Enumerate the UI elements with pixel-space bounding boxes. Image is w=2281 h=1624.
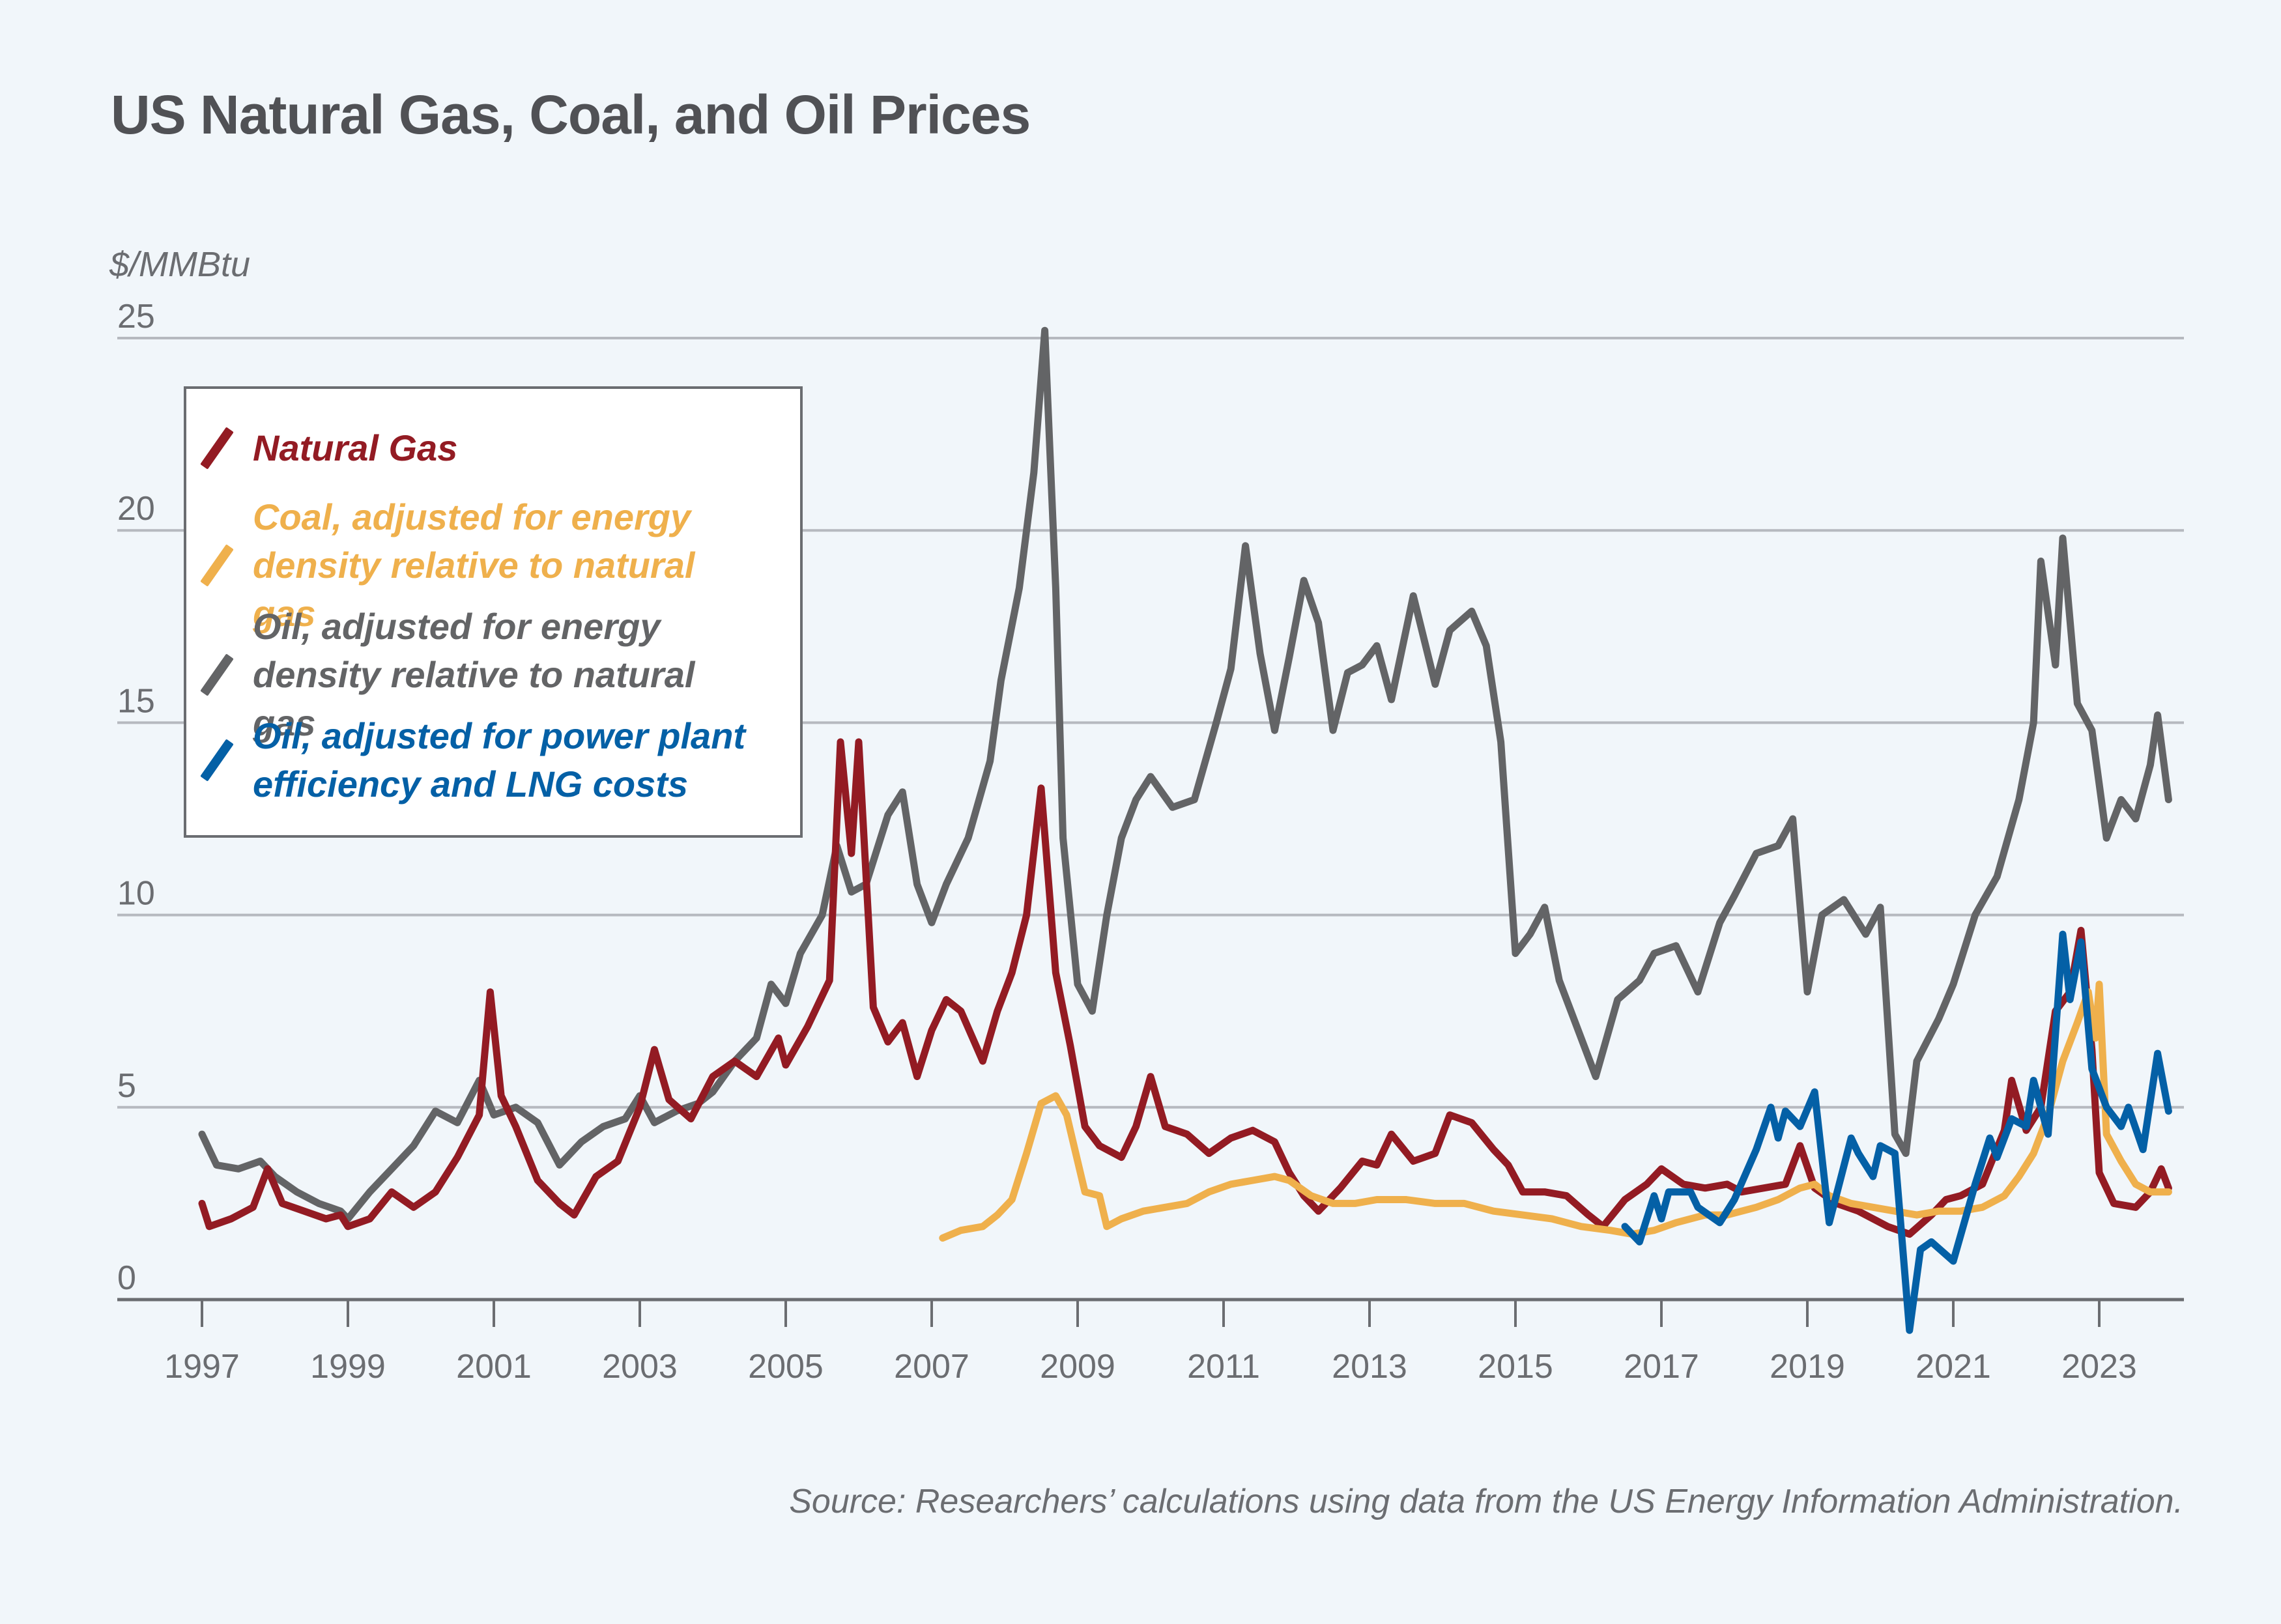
legend-label: Oil, adjusted for energy density relativ… (253, 606, 695, 743)
y-tick-label: 5 (117, 1067, 136, 1105)
x-tick-label: 2009 (1040, 1348, 1115, 1386)
x-tick-label: 2013 (1332, 1348, 1407, 1386)
legend-swatch-coal (200, 544, 234, 587)
legend-label: Coal, adjusted for energy density relati… (253, 496, 695, 634)
legend-label: Natural Gas (253, 427, 458, 468)
series-line-oil-adjusted-for-power-plant-efficiency-and-lng-costs (1621, 930, 2172, 1334)
y-tick-label: 10 (117, 875, 155, 913)
y-tick-label: 0 (117, 1259, 136, 1297)
legend-item-oil-power-plant: Oil, adjusted for power plant efficiency… (200, 712, 747, 808)
x-tick-label: 2015 (1478, 1348, 1553, 1386)
legend-label: Oil, adjusted for power plant efficiency… (253, 715, 746, 805)
legend-swatch-oil-power (200, 739, 234, 782)
x-tick-label: 2023 (2061, 1348, 2137, 1386)
legend-swatch-natural-gas (200, 427, 234, 470)
x-tick-label: 2005 (748, 1348, 824, 1386)
x-tick-label: 2007 (894, 1348, 969, 1386)
x-tick-label: 2019 (1770, 1348, 1845, 1386)
legend-swatch-oil (200, 653, 234, 696)
series-line-oil-adjusted-for-energy-density-relative-to-natural-gas (198, 326, 2172, 1223)
x-tick-label: 2011 (1187, 1348, 1260, 1386)
legend: Natural Gas Coal, adjusted for energy de… (184, 386, 803, 838)
y-tick-label: 15 (117, 682, 155, 720)
x-tick-label: 2003 (602, 1348, 678, 1386)
chart-title: US Natural Gas, Coal, and Oil Prices (111, 84, 1031, 145)
legend-item-coal: Coal, adjusted for energy density relati… (200, 493, 747, 638)
x-tick-label: 2001 (456, 1348, 532, 1386)
legend-item-natural-gas: Natural Gas (200, 424, 458, 472)
series-line-natural-gas (198, 738, 2172, 1238)
x-tick-label: 2021 (1915, 1348, 1991, 1386)
y-axis-label: $/MMBtu (109, 245, 251, 284)
x-tick-label: 1999 (310, 1348, 386, 1386)
y-tick-label: 20 (117, 490, 155, 528)
source-note: Source: Researchers’ calculations using … (789, 1483, 2183, 1520)
y-tick-label: 25 (117, 298, 155, 335)
x-tick-label: 2017 (1624, 1348, 1699, 1386)
series-line-coal-adjusted-for-energy-density-relative-to-natural-gas (939, 980, 2172, 1242)
legend-item-oil-energy-density: Oil, adjusted for energy density relativ… (200, 603, 747, 747)
x-tick-label: 1997 (164, 1348, 240, 1386)
